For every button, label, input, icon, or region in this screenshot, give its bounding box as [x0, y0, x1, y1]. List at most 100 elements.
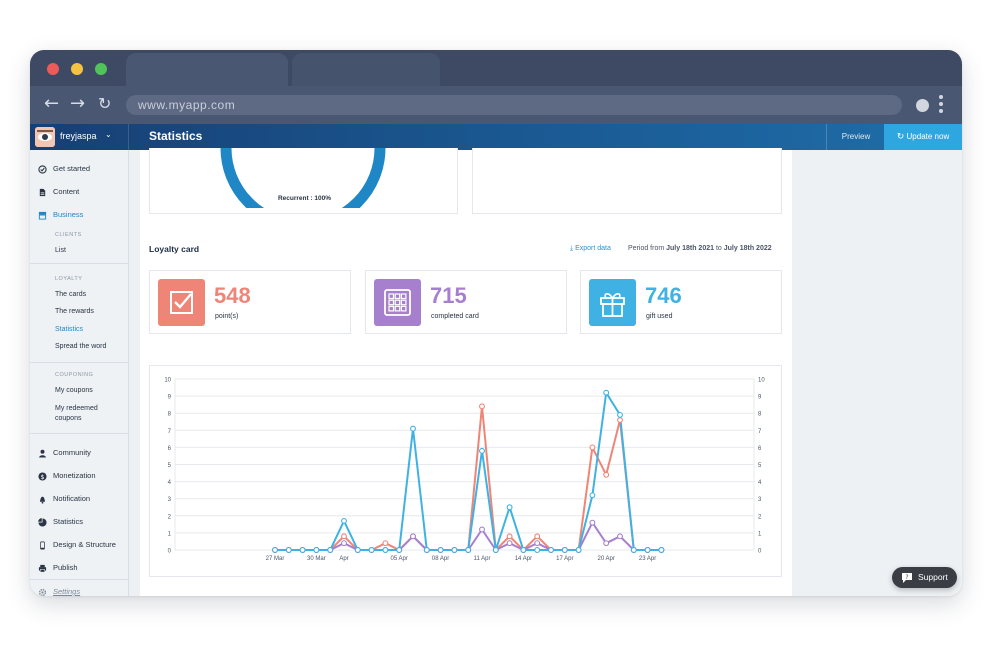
sidebar-item-statistics[interactable]: Statistics — [38, 516, 83, 528]
back-arrow-icon[interactable]: ← — [44, 93, 60, 114]
data-point-2 — [451, 547, 458, 553]
donut-ring — [220, 148, 386, 208]
preview-button[interactable]: Preview — [826, 124, 885, 150]
sidebar-item-monetization[interactable]: $ Monetization — [38, 470, 96, 482]
y-tick-label-left: 7 — [168, 429, 172, 435]
y-tick-label-left: 3 — [168, 497, 172, 503]
sidebar-item-settings[interactable]: Settings — [38, 586, 80, 596]
chevron-down-icon: ⌄ — [105, 130, 112, 139]
browser-tab-active[interactable] — [126, 53, 288, 86]
data-point-2 — [313, 547, 320, 553]
update-now-button[interactable]: ↻ Update now — [884, 124, 962, 150]
y-tick-label-right: 10 — [758, 378, 765, 384]
sidebar-subitem-my-coupons[interactable]: My coupons — [55, 387, 93, 394]
data-point-2 — [617, 411, 623, 418]
browser-tab[interactable] — [292, 53, 440, 86]
data-point-1 — [341, 540, 347, 547]
y-tick-label-right: 2 — [758, 514, 762, 520]
sidebar-item-business[interactable]: Business — [38, 209, 83, 221]
data-point-2 — [368, 547, 375, 553]
download-icon: ⤓ — [570, 245, 574, 252]
gift-used-value: 746 — [645, 283, 682, 308]
data-point-2 — [341, 517, 347, 524]
period-prefix: Period from — [628, 245, 665, 252]
sidebar-item-notification[interactable]: Notification — [38, 493, 90, 505]
x-tick-label: Apr — [339, 556, 348, 562]
y-tick-label-left: 10 — [164, 378, 171, 384]
sidebar-item-get-started[interactable]: Get started — [38, 163, 90, 175]
support-button[interactable]: ? Support — [892, 567, 957, 588]
sidebar-subitem-my-redeemed-coupons[interactable]: My redeemed coupons — [55, 404, 98, 424]
points-value: 548 — [214, 283, 251, 308]
data-point-1 — [617, 533, 623, 540]
y-tick-label-right: 0 — [758, 549, 762, 555]
sidebar: Get started Content Business CLIENTS Lis… — [30, 150, 129, 596]
x-tick-label: 30 Mar — [307, 556, 326, 562]
data-point-2 — [354, 547, 361, 553]
sidebar-item-community[interactable]: Community — [38, 447, 91, 459]
sidebar-divider — [30, 433, 128, 434]
stat-card-gift: 746 gift used — [580, 270, 782, 334]
export-data-link[interactable]: ⤓ Export data — [570, 245, 611, 253]
data-point-2 — [410, 425, 416, 432]
sidebar-subitem-the-cards[interactable]: The cards — [55, 291, 87, 298]
sidebar-subitem-spread-the-word[interactable]: Spread the word — [55, 343, 107, 350]
sidebar-item-content[interactable]: Content — [38, 186, 79, 198]
data-point-2 — [396, 547, 403, 553]
y-tick-label-right: 7 — [758, 429, 762, 435]
sidebar-item-label: Statistics — [53, 517, 84, 526]
sidebar-subitem-the-rewards[interactable]: The rewards — [55, 308, 94, 315]
y-tick-label-left: 0 — [168, 549, 172, 555]
sidebar-subitem-list[interactable]: List — [55, 247, 66, 254]
period-to-word: to — [715, 245, 722, 252]
data-point-1 — [410, 533, 416, 540]
data-point-0 — [479, 403, 485, 410]
browser-menu-icon[interactable] — [939, 95, 943, 116]
data-point-2 — [644, 547, 651, 553]
data-point-2 — [534, 547, 541, 553]
maximize-window-button[interactable] — [95, 63, 107, 75]
y-tick-label-right: 4 — [758, 480, 762, 486]
data-point-2 — [548, 547, 554, 553]
browser-window: ← → ↻ www.myapp.com freyjaspa ⌄ Statisti… — [30, 50, 962, 596]
sidebar-item-label: Notification — [53, 494, 91, 503]
minimize-window-button[interactable] — [71, 63, 83, 75]
data-point-2 — [561, 547, 568, 553]
gift-icon — [589, 279, 636, 326]
phone-icon — [40, 540, 45, 550]
data-point-0 — [506, 533, 513, 540]
data-point-2 — [603, 389, 610, 396]
donut-label: Recurrent : 100% — [277, 195, 332, 202]
y-tick-label-left: 9 — [168, 395, 172, 401]
y-tick-label-right: 1 — [758, 531, 762, 537]
profile-circle-icon[interactable] — [916, 99, 929, 112]
empty-card — [472, 148, 782, 214]
user-menu[interactable]: freyjaspa ⌄ — [30, 124, 129, 150]
x-tick-label: 20 Apr — [598, 556, 615, 562]
sidebar-item-label: Community — [53, 448, 91, 457]
user-icon — [39, 449, 46, 458]
data-point-0 — [382, 540, 389, 547]
sidebar-divider — [30, 263, 128, 264]
period-from: July 18th 2021 — [666, 245, 715, 252]
data-point-0 — [617, 417, 623, 423]
check-circle-icon — [38, 164, 47, 174]
store-icon — [38, 211, 47, 220]
checkbox-icon — [158, 279, 205, 326]
sidebar-divider — [30, 579, 128, 580]
y-tick-label-left: 5 — [168, 463, 172, 469]
sidebar-item-label: Settings — [53, 587, 81, 596]
sidebar-subitem-label: coupons — [55, 415, 82, 422]
reload-icon[interactable]: ↻ — [98, 94, 112, 113]
sidebar-item-publish[interactable]: Publish — [38, 562, 78, 574]
y-tick-label-left: 2 — [168, 514, 172, 520]
y-tick-label-left: 8 — [168, 412, 172, 418]
close-window-button[interactable] — [47, 63, 59, 75]
data-point-1 — [479, 526, 485, 533]
data-point-2 — [658, 547, 665, 553]
sidebar-item-design-structure[interactable]: Design & Structure — [38, 539, 116, 551]
forward-arrow-icon[interactable]: → — [70, 93, 86, 114]
sidebar-subitem-statistics[interactable]: Statistics — [55, 326, 84, 333]
url-bar[interactable]: www.myapp.com — [126, 95, 902, 115]
sidebar-item-label: Get started — [53, 164, 91, 173]
